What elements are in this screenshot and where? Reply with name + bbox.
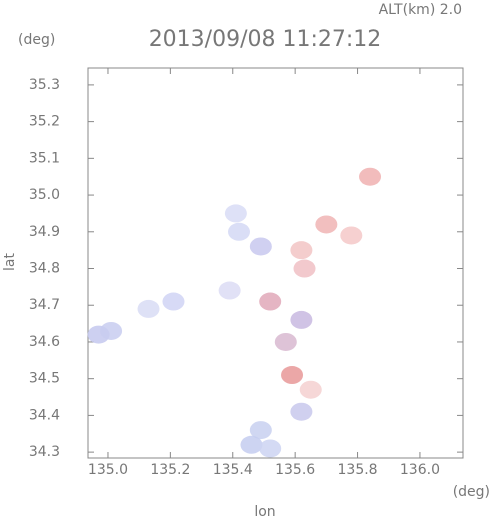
x-tick-label: 135.4 [213,462,253,478]
x-axis-label: lon [254,504,275,520]
echo-cluster [227,222,250,241]
y-axis-label: lat [2,253,18,271]
echo-cluster [290,241,313,260]
y-tick-label: 34.6 [29,334,60,350]
echo-cluster [274,332,297,351]
chart-title: 2013/09/08 11:27:12 [149,27,382,52]
y-tick-label: 34.9 [29,224,60,240]
x-tick-label: 135.6 [275,462,315,478]
echo-cluster [340,226,363,245]
echo-cluster [240,435,263,454]
y-tick-label: 35.1 [29,150,60,166]
echo-cluster [359,167,382,186]
echo-cluster [137,299,160,318]
y-tick-label: 35.2 [29,114,60,130]
echo-cluster [293,259,316,278]
x-tick-label: 136.0 [400,462,440,478]
echo-cluster [290,310,313,329]
y-tick-label: 34.3 [29,444,60,460]
echo-cluster [218,281,241,300]
echo-cluster [224,204,247,223]
altitude-label: ALT(km) 2.0 [379,2,462,18]
echo-cluster [259,439,282,458]
x-unit: (deg) [453,484,490,500]
x-tick-label: 135.2 [150,462,190,478]
x-tick-label: 135.0 [88,462,128,478]
x-tick-label: 135.8 [338,462,378,478]
y-tick-label: 35.0 [29,187,60,203]
echo-cluster [315,215,338,234]
echo-cluster [259,292,282,311]
echo-cluster [281,366,304,385]
echo-cluster [249,237,272,256]
y-tick-label: 35.3 [29,77,60,93]
y-unit: (deg) [18,32,55,48]
echo-cluster [290,402,313,421]
y-tick-label: 34.5 [29,371,60,387]
echo-cluster [100,321,123,340]
echo-cluster [162,292,185,311]
y-tick-label: 34.8 [29,261,60,277]
echo-cluster [299,380,322,399]
plot-frame [87,67,464,459]
y-tick-label: 34.4 [29,407,60,423]
y-tick-label: 34.7 [29,297,60,313]
echo-cluster [249,421,272,440]
